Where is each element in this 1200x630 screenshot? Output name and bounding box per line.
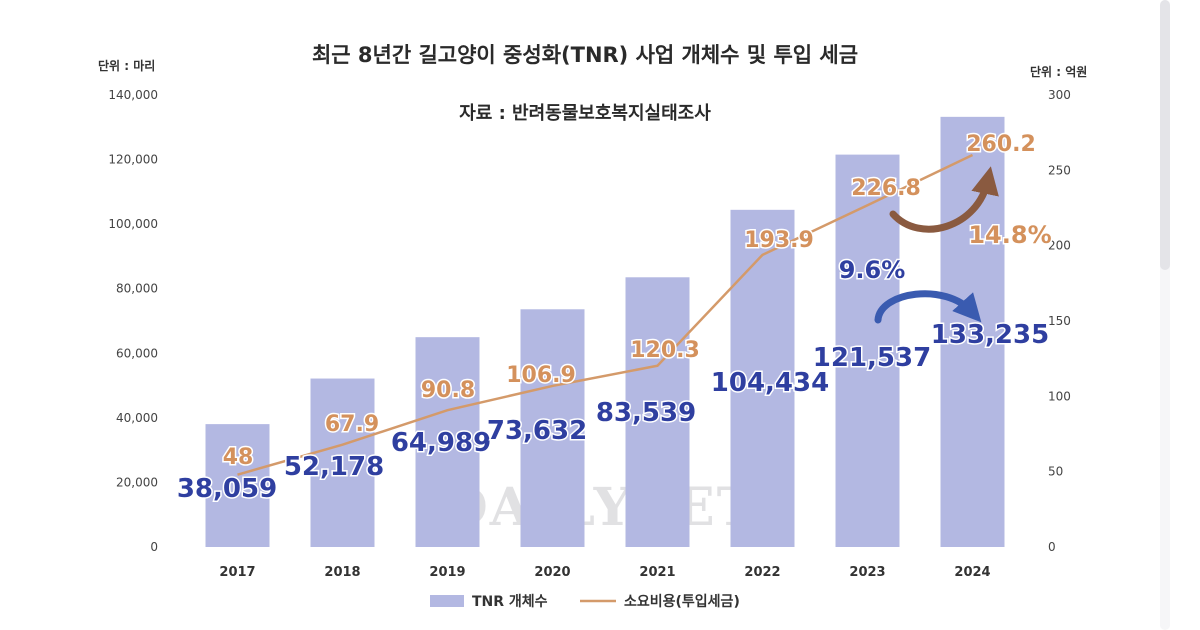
legend-bar-swatch — [430, 595, 464, 607]
right-tick-label: 0 — [1048, 540, 1056, 554]
scrollbar-thumb[interactable] — [1160, 0, 1170, 270]
bar-2019 — [415, 337, 480, 547]
left-tick-label: 40,000 — [116, 411, 158, 425]
right-tick-label: 200 — [1048, 239, 1071, 253]
legend-line-label: 소요비용(투입세금) — [624, 594, 740, 610]
right-unit-label: 단위 : 억원 — [1030, 64, 1087, 79]
bar-2021 — [625, 277, 690, 547]
legend-bar-label: TNR 개체수 — [472, 594, 548, 610]
right-tick-label: 150 — [1048, 314, 1071, 328]
left-tick-label: 20,000 — [116, 475, 158, 489]
bar-2023 — [835, 154, 900, 547]
left-tick-label: 140,000 — [108, 88, 158, 102]
count-label-2022: 104,434 — [711, 368, 829, 398]
count-label-2023: 121,537 — [813, 343, 931, 373]
count-label-2019: 64,989 — [391, 428, 491, 458]
left-axis: 0 20,000 40,000 60,000 80,000 100,000 120,000 1… — [108, 88, 158, 554]
bar-2020 — [520, 309, 585, 547]
right-axis: 0 50 100 150 200 250 300 — [1048, 88, 1071, 554]
count-label-2024: 133,235 — [931, 320, 1049, 350]
left-tick-label: 0 — [150, 540, 158, 554]
arrow-cost-growth — [889, 166, 999, 233]
tnr-combo-chart: DAILYVET 0 20,000 40,000 60,000 80,000 100,00… — [98, 43, 1087, 610]
cost-label-2023: 226.8 — [851, 176, 921, 201]
scrollbar-track[interactable] — [1160, 0, 1170, 630]
x-tick-label: 2024 — [954, 565, 990, 580]
x-tick-label: 2022 — [744, 565, 780, 580]
right-tick-label: 300 — [1048, 88, 1071, 102]
right-tick-label: 250 — [1048, 163, 1071, 177]
line-series — [237, 153, 974, 476]
bar-2022 — [730, 209, 795, 547]
x-tick-label: 2018 — [324, 565, 360, 580]
cost-label-2021: 120.3 — [630, 338, 700, 363]
x-tick-label: 2019 — [429, 565, 465, 580]
growth-arrows — [874, 166, 999, 324]
growth-label-cost: 14.8% — [968, 221, 1051, 249]
x-tick-label: 2020 — [534, 565, 570, 580]
cost-label-2017: 48 — [223, 445, 254, 470]
x-axis: 2017 2018 2019 2020 2021 2022 2023 2024 — [219, 565, 990, 580]
count-label-2020: 73,632 — [487, 416, 587, 446]
x-tick-label: 2021 — [639, 565, 675, 580]
count-label-2018: 52,178 — [284, 452, 384, 482]
x-tick-label: 2023 — [849, 565, 885, 580]
arrow-count-growth — [874, 290, 982, 324]
cost-label-2018: 67.9 — [325, 412, 379, 437]
count-label-2021: 83,539 — [596, 398, 696, 428]
cost-line — [237, 153, 974, 476]
left-tick-label: 80,000 — [116, 282, 158, 296]
cost-label-2019: 90.8 — [421, 378, 475, 403]
left-unit-label: 단위 : 마리 — [98, 58, 155, 73]
cost-label-2024: 260.2 — [966, 132, 1036, 157]
bar-2018 — [310, 378, 375, 547]
legend: TNR 개체수 소요비용(투입세금) — [430, 594, 740, 610]
count-label-2017: 38,059 — [177, 474, 277, 504]
bar-series — [205, 116, 1005, 548]
left-tick-label: 100,000 — [108, 217, 158, 231]
right-tick-label: 100 — [1048, 389, 1071, 403]
growth-label-count: 9.6% — [839, 256, 906, 284]
right-tick-label: 50 — [1048, 465, 1063, 479]
left-tick-label: 60,000 — [116, 346, 158, 360]
cost-label-2020: 106.9 — [506, 363, 576, 388]
left-tick-label: 120,000 — [108, 153, 158, 167]
bar-2017 — [205, 424, 270, 547]
cost-label-2022: 193.9 — [744, 228, 814, 253]
chart-subtitle: 자료 : 반려동물보호복지실태조사 — [459, 103, 711, 124]
chart-title: 최근 8년간 길고양이 중성화(TNR) 사업 개체수 및 투입 세금 — [312, 43, 858, 67]
x-tick-label: 2017 — [219, 565, 255, 580]
watermark: DAILYVET — [443, 477, 758, 538]
